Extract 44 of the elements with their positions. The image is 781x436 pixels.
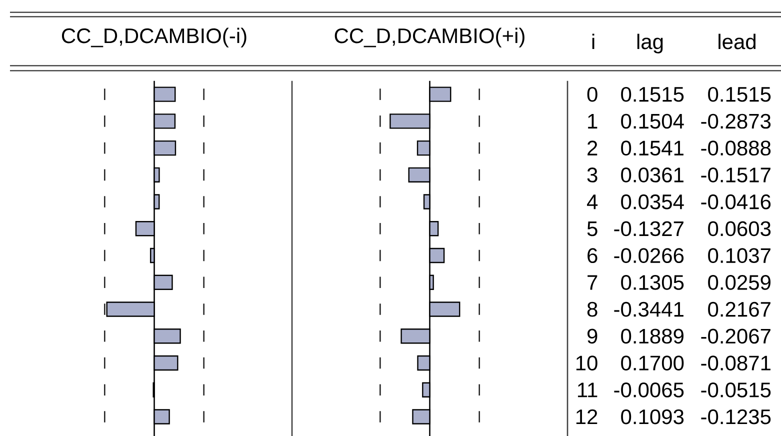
- data-label: -0.0065: [614, 382, 684, 398]
- y-tick-label: 8: [587, 302, 598, 317]
- y-tick-label: 5: [587, 222, 598, 236]
- data-label: 0.1093: [621, 409, 684, 424]
- data-label: -0.0416: [701, 194, 771, 210]
- data-label: -0.1235: [701, 409, 771, 424]
- data-label: -0.1517: [701, 168, 770, 182]
- y-tick-label: 1: [588, 114, 598, 128]
- y-tick-label: 0: [587, 86, 598, 102]
- data-label: -0.1327: [614, 221, 684, 236]
- data-label: 0.1700: [621, 356, 684, 371]
- data-label: 0.1515: [621, 86, 684, 102]
- data-label: 0.1541: [621, 140, 684, 156]
- data-label: 0.0259: [708, 275, 770, 290]
- y-tick-label: 10: [576, 356, 598, 371]
- data-label: 0.0361: [621, 168, 684, 182]
- data-label: -0.2873: [701, 114, 771, 129]
- text: lead: [718, 34, 756, 50]
- y-axis-title: i: [592, 34, 594, 49]
- data-label: -0.0515: [701, 382, 771, 398]
- data-label: -0.2067: [701, 328, 770, 344]
- data-label: 0.2167: [708, 302, 770, 317]
- data-label: -0.0888: [701, 140, 771, 156]
- y-tick-label: 6: [588, 248, 598, 264]
- data-label: 0.1504: [621, 114, 684, 129]
- data-label: 0.1305: [621, 275, 684, 290]
- data-label: 0.1515: [708, 86, 771, 102]
- y-tick-label: 11: [578, 382, 598, 398]
- data-label: 0.1037: [708, 248, 770, 264]
- y-tick-label: 2: [588, 140, 598, 156]
- data-label: 0.1889: [621, 328, 684, 344]
- y-tick-label: 9: [587, 328, 598, 344]
- y-tick-label: 12: [576, 409, 598, 424]
- chart-title: CC_D,DCAMBIO(+i): [334, 28, 524, 48]
- chart-title: CC_D,DCAMBIO(-i): [62, 28, 246, 48]
- y-tick-label: 3: [587, 168, 598, 182]
- data-label: 0.0354: [621, 194, 684, 210]
- y-tick-label: 4: [586, 194, 598, 210]
- data-label: 0.0603: [708, 221, 771, 236]
- y-tick-label: 7: [588, 275, 598, 290]
- data-label: -0.0871: [701, 356, 770, 371]
- data-label: -0.3441: [614, 302, 684, 317]
- text: lag: [637, 34, 663, 54]
- data-label: -0.0266: [614, 248, 684, 264]
